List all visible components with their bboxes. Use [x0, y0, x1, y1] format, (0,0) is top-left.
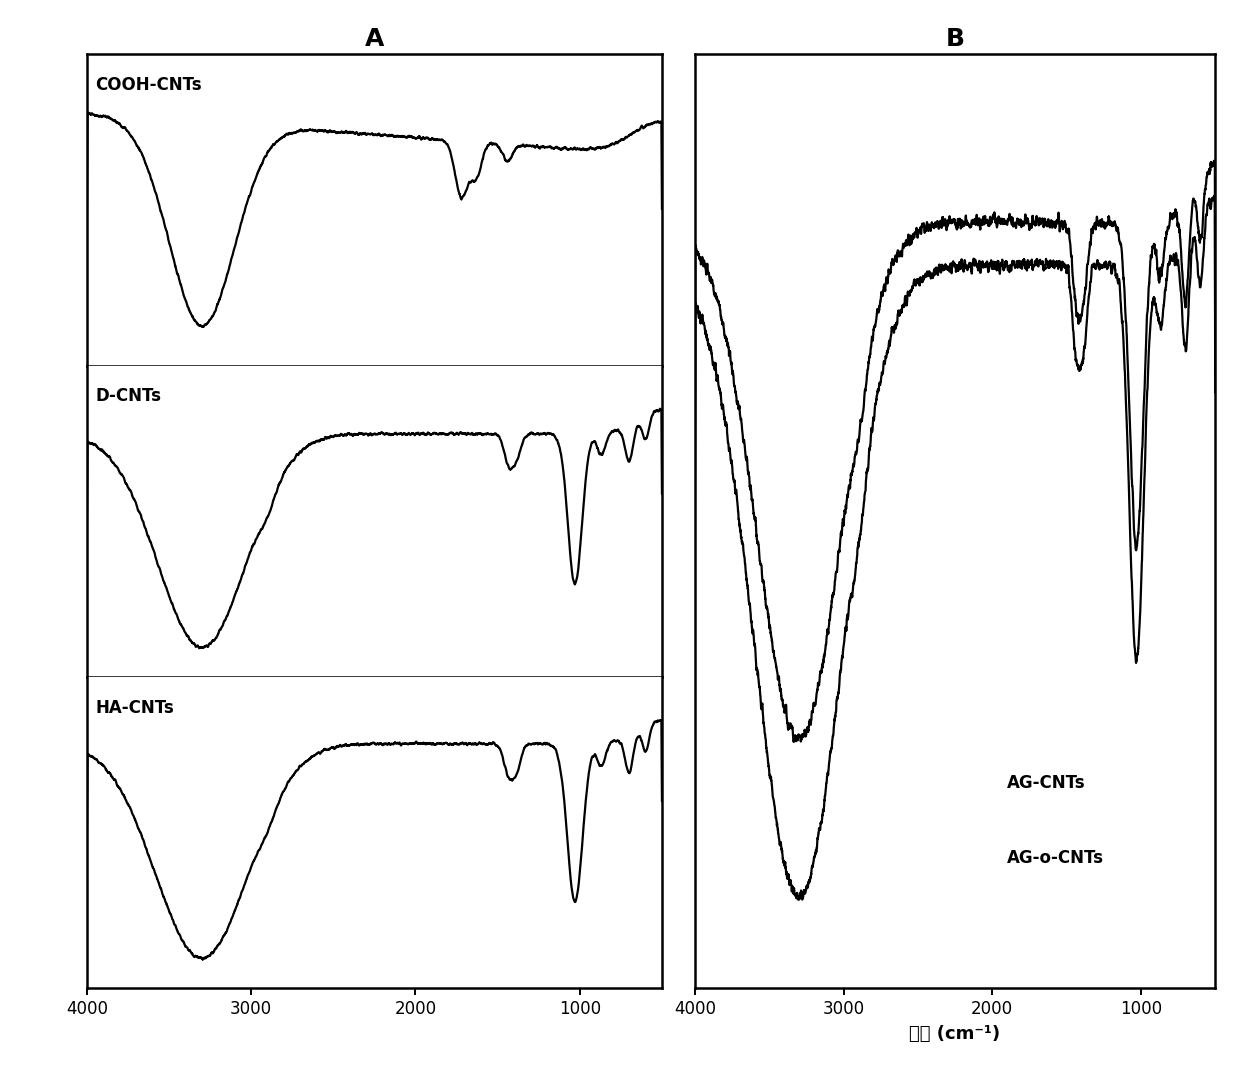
Text: D-CNTs: D-CNTs — [95, 388, 161, 405]
Text: AG-CNTs: AG-CNTs — [1007, 774, 1086, 792]
Text: HA-CNTs: HA-CNTs — [95, 698, 174, 717]
Title: B: B — [946, 27, 965, 51]
Text: COOH-CNTs: COOH-CNTs — [95, 76, 202, 94]
Title: A: A — [365, 27, 384, 51]
X-axis label: 波数 (cm⁻¹): 波数 (cm⁻¹) — [909, 1025, 1001, 1043]
Text: AG-o-CNTs: AG-o-CNTs — [1007, 848, 1104, 867]
